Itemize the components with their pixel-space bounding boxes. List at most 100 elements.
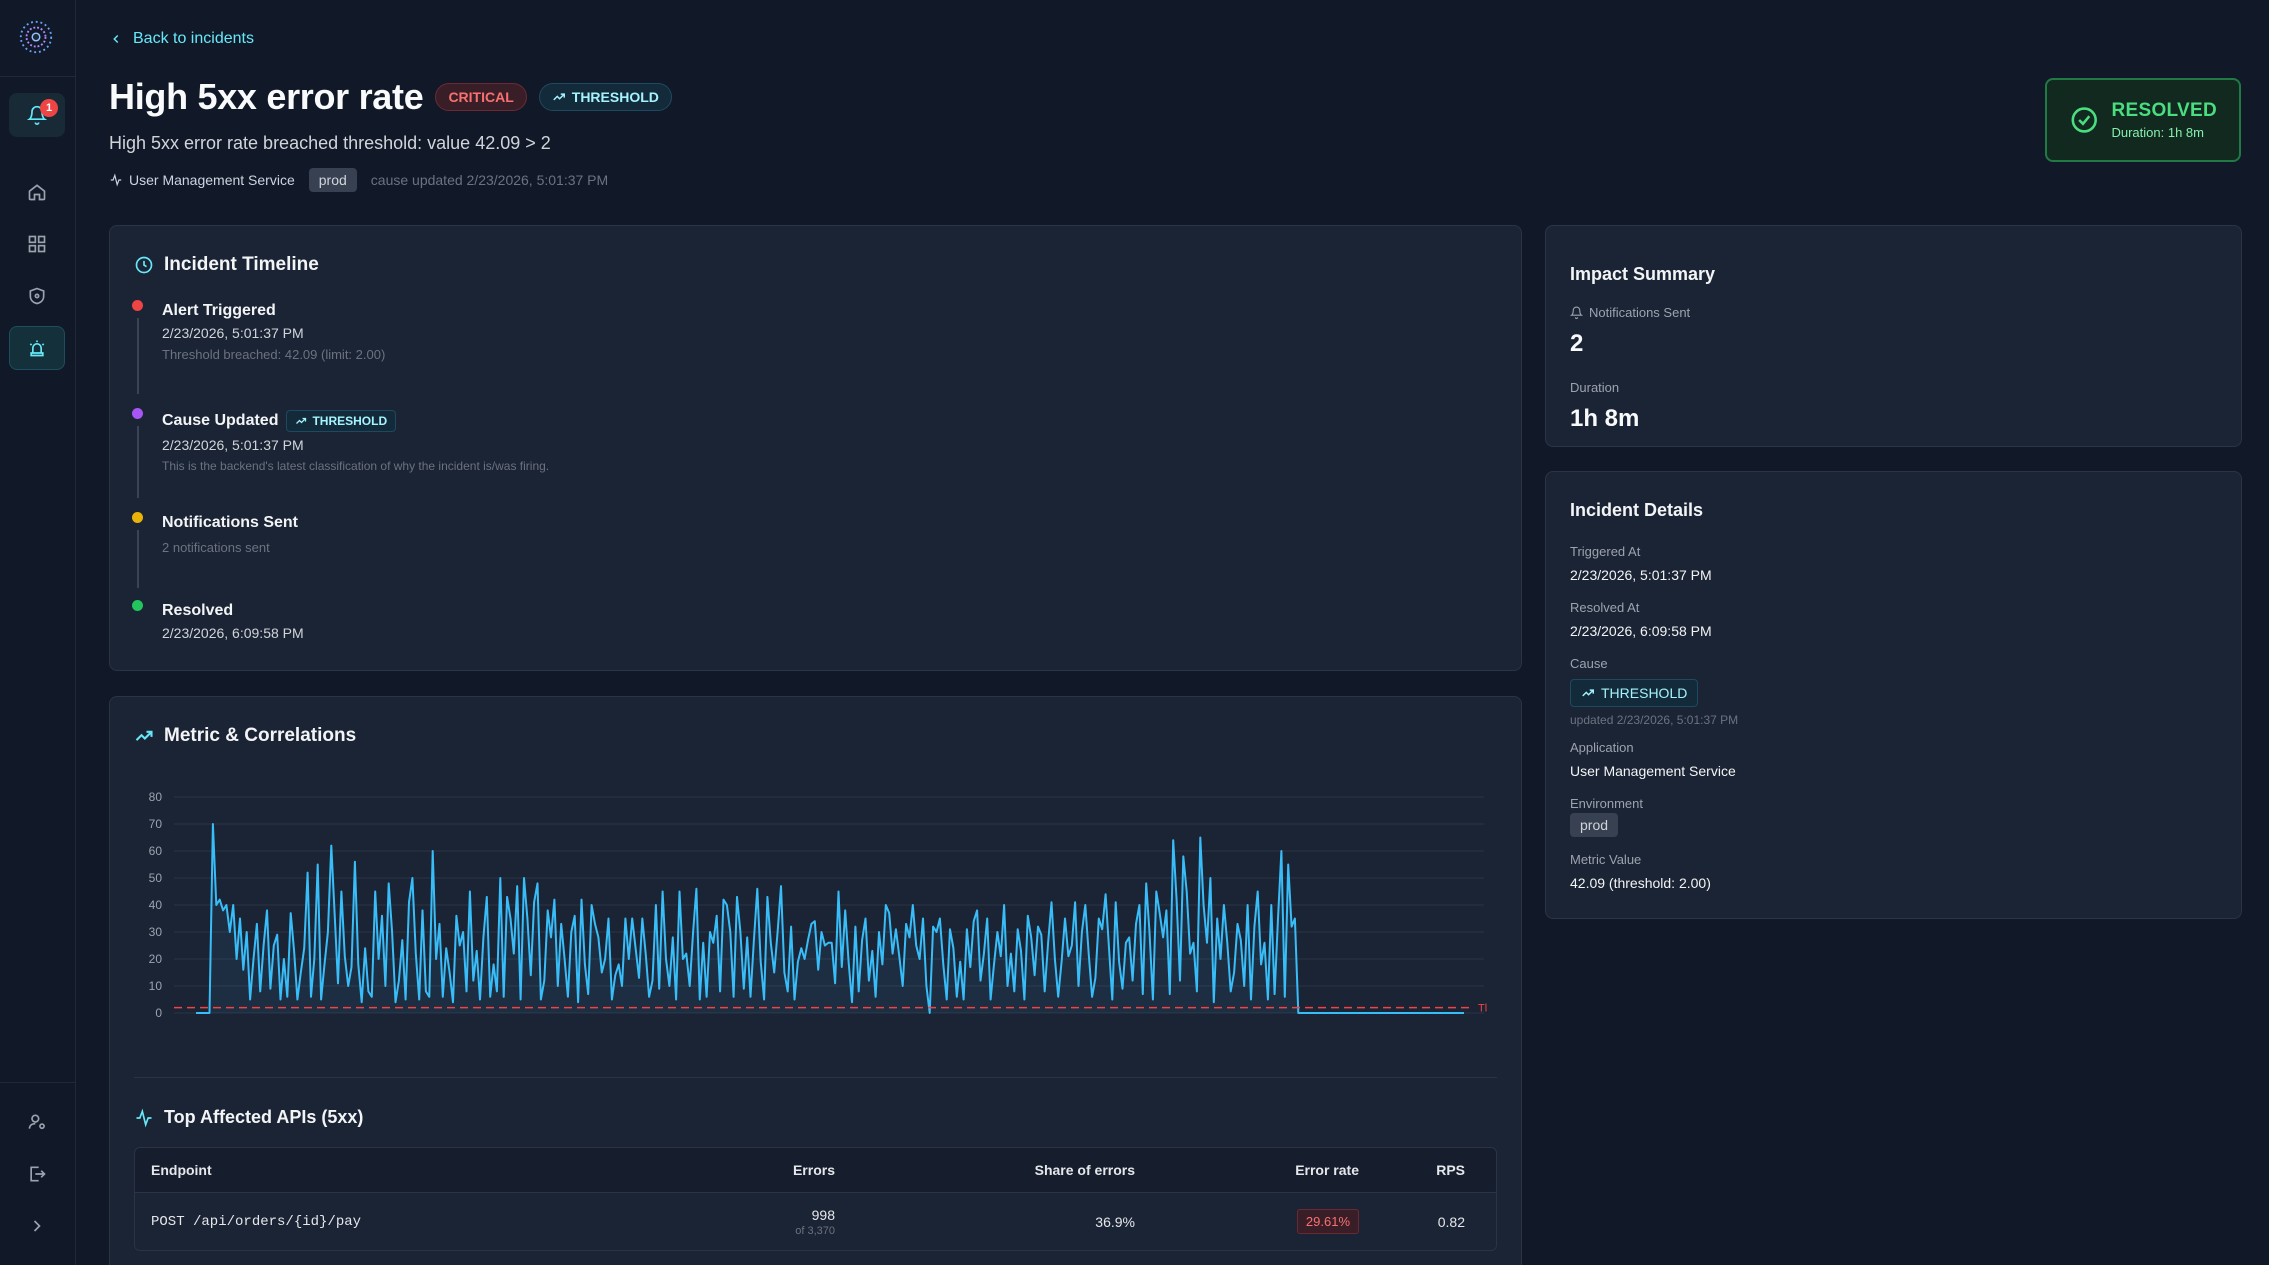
- table-row[interactable]: POST /api/orders/{id}/pay 998 of 3,370 3…: [135, 1192, 1496, 1250]
- metrics-title-label: Metric & Correlations: [164, 725, 357, 746]
- series-area: [196, 824, 1464, 1013]
- shield-icon: [29, 287, 45, 305]
- errors-cell: 998 of 3,370: [615, 1207, 835, 1237]
- cause-note: updated 2/23/2026, 5:01:37 PM: [1570, 713, 1739, 727]
- share-cell: 36.9%: [1095, 1213, 1135, 1230]
- errors-value: 998: [811, 1206, 835, 1223]
- y-tick-label: 20: [149, 952, 163, 966]
- incident-description: High 5xx error rate breached threshold: …: [109, 133, 551, 153]
- trending-up-icon: [135, 730, 153, 741]
- timeline-item-label: Alert Triggered: [162, 302, 276, 319]
- home-icon: [28, 184, 46, 201]
- duration-label: Duration: [1570, 380, 1620, 395]
- grid-icon: [28, 235, 46, 253]
- col-errors[interactable]: Errors: [792, 1162, 835, 1178]
- series-line: [196, 823, 1464, 1014]
- sidebar-item-logout[interactable]: [9, 1152, 65, 1196]
- application: Application User Management Service: [1570, 740, 1736, 779]
- user-settings-icon: [28, 1114, 45, 1130]
- metric-chart[interactable]: 0 10 20 30 40 50 60 70 80 Tl: [134, 777, 1494, 1027]
- timeline-title-label: Incident Timeline: [164, 254, 319, 275]
- metrics-title: Metric & Correlations: [134, 725, 356, 747]
- title-row: High 5xx error rate CRITICAL THRESHOLD: [109, 76, 672, 118]
- app-logo[interactable]: [15, 16, 57, 58]
- application-value: User Management Service: [1570, 763, 1736, 779]
- error-rate-cell: 29.61%: [1135, 1209, 1359, 1234]
- logout-icon: [30, 1166, 46, 1182]
- service-name: User Management Service: [109, 172, 295, 188]
- sidebar-item-incidents[interactable]: [9, 326, 65, 370]
- application-label: Application: [1570, 740, 1634, 755]
- sidebar-item-profile[interactable]: [9, 1100, 65, 1144]
- sidebar: 1: [0, 0, 76, 1265]
- timeline-item-note: This is the backend's latest classificat…: [162, 459, 550, 473]
- error-rate-badge: 29.61%: [1296, 1209, 1359, 1234]
- apis-table: Endpoint Errors Share of errors Error ra…: [134, 1147, 1497, 1251]
- timeline-item-note: 2 notifications sent: [162, 540, 270, 555]
- timeline-dot: [132, 600, 143, 611]
- notifications-sent-value: 2: [1570, 330, 1584, 357]
- timeline-line: [137, 530, 139, 588]
- sidebar-item-security[interactable]: [9, 274, 65, 318]
- apis-title-label: Top Affected APIs (5xx): [164, 1107, 364, 1127]
- col-rps[interactable]: RPS: [1436, 1162, 1465, 1178]
- col-endpoint[interactable]: Endpoint: [151, 1162, 212, 1178]
- incident-meta: User Management Service prod cause updat…: [109, 168, 608, 192]
- metric-value-text: 42.09 (threshold: 2.00): [1570, 875, 1711, 891]
- impact-summary-card: Impact Summary Notifications Sent 2 Dura…: [1545, 225, 2242, 447]
- notifications-sent-label: Notifications Sent: [1570, 305, 1715, 320]
- cause-label: Cause: [1570, 656, 1608, 671]
- col-share[interactable]: Share of errors: [1034, 1162, 1135, 1178]
- triggered-value: 2/23/2026, 5:01:37 PM: [1570, 567, 1712, 583]
- back-to-incidents-link[interactable]: Back to incidents: [109, 30, 254, 48]
- cause-type-badge: THRESHOLD: [538, 83, 672, 111]
- timeline-item-time: 2/23/2026, 5:01:37 PM: [162, 437, 304, 453]
- timeline-item-note: Threshold breached: 42.09 (limit: 2.00): [162, 347, 386, 362]
- environment: Environment prod: [1570, 796, 1643, 837]
- chevron-right-icon: [33, 1220, 41, 1232]
- resolved-label: Resolved At: [1570, 600, 1640, 615]
- sidebar-expand-button[interactable]: [9, 1204, 65, 1248]
- sidebar-item-dashboards[interactable]: [9, 222, 65, 266]
- table-header: Endpoint Errors Share of errors Error ra…: [135, 1148, 1496, 1192]
- section-divider: [134, 1077, 1497, 1078]
- metric-value-label: Metric Value: [1570, 852, 1642, 867]
- status-label: RESOLVED: [2111, 100, 2217, 121]
- cause-updated-text: cause updated 2/23/2026, 5:01:37 PM: [370, 172, 609, 188]
- duration-value: 1h 8m: [1570, 405, 1640, 432]
- severity-label: CRITICAL: [448, 89, 514, 105]
- y-tick-label: 0: [155, 1006, 162, 1020]
- trending-up-icon: [1582, 689, 1594, 697]
- col-error-rate[interactable]: Error rate: [1295, 1162, 1359, 1178]
- timeline-line: [137, 318, 139, 394]
- y-tick-label: 50: [149, 871, 163, 885]
- resolved-value: 2/23/2026, 6:09:58 PM: [1570, 623, 1712, 639]
- back-link-label: Back to incidents: [133, 30, 254, 47]
- apis-title: Top Affected APIs (5xx): [134, 1107, 363, 1128]
- environment-value: prod: [1570, 813, 1619, 837]
- cause-value: THRESHOLD: [1601, 685, 1688, 701]
- timeline-dot: [132, 408, 143, 419]
- y-tick-label: 40: [149, 898, 163, 912]
- details-title: Incident Details: [1570, 500, 1704, 520]
- status-badge: RESOLVED Duration: 1h 8m: [2045, 78, 2241, 162]
- timeline-item-label: Resolved: [162, 602, 234, 619]
- severity-badge: CRITICAL: [435, 83, 527, 111]
- timeline-dot: [132, 512, 143, 523]
- threshold-badge-label: THRESHOLD: [312, 414, 388, 428]
- sidebar-item-alerts[interactable]: 1: [9, 93, 65, 137]
- sidebar-item-home[interactable]: [9, 170, 65, 214]
- impact-title: Impact Summary: [1570, 264, 1716, 284]
- cause: Cause THRESHOLD updated 2/23/2026, 5:01:…: [1570, 656, 1738, 727]
- timeline-line: [137, 426, 139, 498]
- notification-count-badge: 1: [40, 99, 58, 117]
- triggered-label: Triggered At: [1570, 544, 1641, 559]
- y-tick-label: 30: [149, 925, 163, 939]
- incident-timeline-card: Incident Timeline Alert Triggered 2/23/2…: [109, 225, 1522, 671]
- timeline-item-label: Cause Updated: [162, 412, 279, 429]
- metric-value: Metric Value 42.09 (threshold: 2.00): [1570, 852, 1711, 891]
- timeline-item-time: 2/23/2026, 5:01:37 PM: [162, 325, 304, 341]
- errors-total: of 3,370: [795, 1224, 835, 1237]
- siren-icon: [29, 340, 45, 357]
- cause-badge: THRESHOLD: [1570, 679, 1699, 707]
